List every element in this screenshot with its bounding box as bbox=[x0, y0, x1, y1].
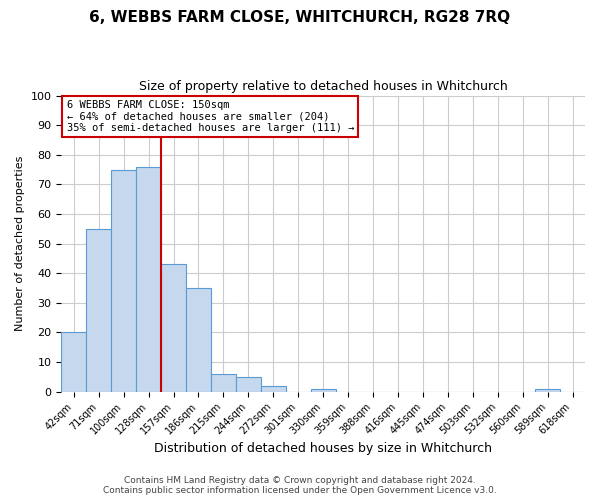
X-axis label: Distribution of detached houses by size in Whitchurch: Distribution of detached houses by size … bbox=[154, 442, 492, 455]
Bar bbox=[311, 389, 335, 392]
Text: Contains HM Land Registry data © Crown copyright and database right 2024.
Contai: Contains HM Land Registry data © Crown c… bbox=[103, 476, 497, 495]
Bar bbox=[261, 386, 286, 392]
Bar bbox=[211, 374, 236, 392]
Bar bbox=[61, 332, 86, 392]
Bar bbox=[236, 377, 261, 392]
Bar bbox=[161, 264, 186, 392]
Bar bbox=[186, 288, 211, 392]
Bar bbox=[86, 229, 111, 392]
Bar bbox=[111, 170, 136, 392]
Text: 6, WEBBS FARM CLOSE, WHITCHURCH, RG28 7RQ: 6, WEBBS FARM CLOSE, WHITCHURCH, RG28 7R… bbox=[89, 10, 511, 25]
Y-axis label: Number of detached properties: Number of detached properties bbox=[15, 156, 25, 332]
Title: Size of property relative to detached houses in Whitchurch: Size of property relative to detached ho… bbox=[139, 80, 508, 93]
Bar bbox=[535, 389, 560, 392]
Bar bbox=[136, 166, 161, 392]
Text: 6 WEBBS FARM CLOSE: 150sqm
← 64% of detached houses are smaller (204)
35% of sem: 6 WEBBS FARM CLOSE: 150sqm ← 64% of deta… bbox=[67, 100, 354, 133]
